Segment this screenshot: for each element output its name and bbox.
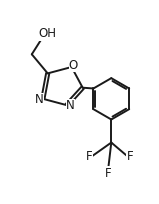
Text: F: F xyxy=(86,150,93,163)
Text: F: F xyxy=(127,150,133,163)
Text: F: F xyxy=(105,167,111,180)
Text: OH: OH xyxy=(38,28,56,40)
Text: O: O xyxy=(69,59,78,72)
Text: N: N xyxy=(35,93,44,106)
Text: N: N xyxy=(66,100,75,112)
